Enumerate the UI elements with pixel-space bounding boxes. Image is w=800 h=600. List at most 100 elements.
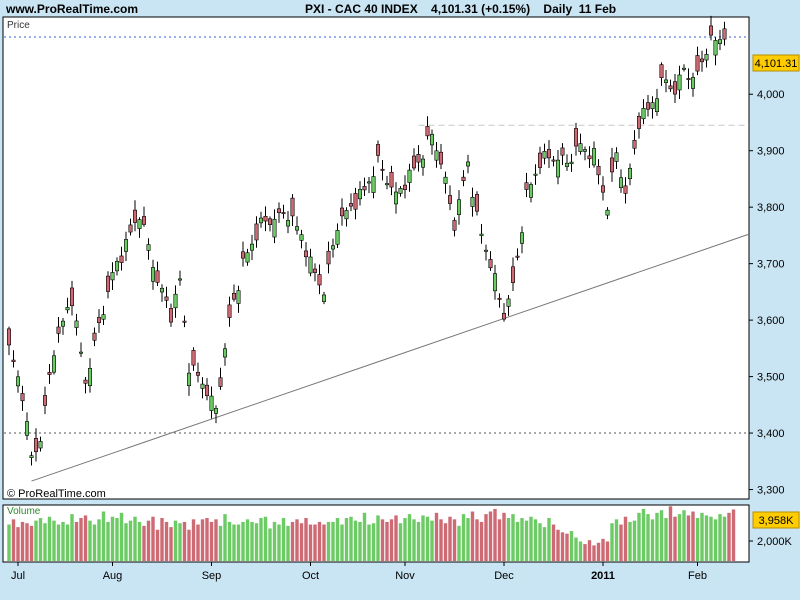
- price-tick-label: 3,900: [757, 146, 785, 158]
- candle-body: [110, 272, 115, 281]
- candle-body: [578, 143, 583, 152]
- candle: [92, 327, 97, 347]
- volume-bar: [295, 519, 299, 561]
- volume-bar: [106, 521, 110, 561]
- volume-bar: [691, 511, 695, 561]
- volume-bar: [29, 525, 34, 561]
- candle: [169, 303, 174, 327]
- candle: [205, 378, 210, 401]
- candle: [713, 37, 718, 66]
- volume-bar: [119, 512, 124, 561]
- site-url[interactable]: www.ProRealTime.com: [6, 2, 139, 16]
- candle-body: [560, 147, 565, 156]
- candle-body: [429, 133, 434, 146]
- candle-body: [402, 184, 407, 190]
- candle-body: [263, 215, 268, 222]
- volume-bar: [25, 523, 29, 561]
- candle-body: [348, 203, 353, 207]
- candle-body: [258, 217, 263, 224]
- candle-body: [627, 167, 632, 180]
- candle: [344, 207, 349, 227]
- candle-body: [209, 395, 214, 411]
- candle-body: [133, 209, 138, 223]
- candle-body: [182, 320, 187, 323]
- candle: [479, 224, 484, 244]
- price-tick-label: 3,700: [757, 259, 785, 271]
- candle: [515, 248, 520, 261]
- candle: [452, 217, 457, 237]
- candle: [519, 226, 524, 254]
- candle: [560, 143, 565, 166]
- date-axis: Jul Aug Sep Oct Nov Dec 2011 Feb: [11, 562, 707, 582]
- date-tick-label: Dec: [494, 570, 514, 582]
- candle: [97, 309, 102, 333]
- candle: [438, 143, 443, 170]
- candlestick-series: [7, 15, 727, 466]
- last-volume-box: [752, 511, 800, 529]
- candle: [591, 141, 596, 168]
- candle: [551, 155, 556, 167]
- volume-bar: [502, 512, 506, 561]
- candle-body: [416, 154, 421, 163]
- candle: [250, 234, 255, 261]
- candle-body: [654, 98, 659, 113]
- candle-body: [537, 152, 542, 168]
- volume-bar: [232, 524, 236, 561]
- candle: [196, 362, 201, 383]
- candle-body: [15, 376, 20, 387]
- candle: [488, 251, 493, 271]
- candle-body: [614, 152, 619, 162]
- volume-bar: [479, 521, 484, 561]
- price-panel-label: Price: [7, 20, 30, 31]
- volume-bar: [142, 525, 146, 561]
- candle: [173, 285, 178, 318]
- candle-body: [362, 186, 367, 191]
- volume-bar: [596, 542, 601, 561]
- volume-bar: [614, 519, 619, 561]
- candle: [398, 186, 403, 197]
- volume-panel-label: Volume: [7, 506, 41, 517]
- date-tick-label: Nov: [395, 570, 415, 582]
- volume-bar: [385, 521, 389, 561]
- candle-body: [380, 168, 385, 171]
- candle-body: [695, 55, 700, 72]
- candle-body: [618, 177, 623, 188]
- candle-body: [254, 223, 259, 241]
- candle-body: [294, 226, 299, 231]
- price-tick-label: 3,500: [757, 372, 785, 384]
- candle-body: [438, 151, 443, 165]
- candle-body: [106, 275, 111, 292]
- candle: [281, 204, 286, 219]
- date-tick-label: Sep: [202, 570, 222, 582]
- volume-bar: [700, 512, 704, 561]
- date-tick-label: Aug: [103, 570, 123, 582]
- volume-bar: [313, 524, 317, 561]
- volume-bar: [182, 521, 187, 561]
- volume-bar: [664, 518, 668, 561]
- candle: [371, 166, 376, 199]
- candle-body: [344, 210, 349, 220]
- volume-bar: [272, 521, 277, 561]
- date-tick-label: Oct: [302, 570, 319, 582]
- volume-bar: [394, 515, 398, 561]
- candle: [492, 264, 497, 300]
- volume-tick-label: 2,000K: [757, 536, 793, 548]
- candle-body: [83, 379, 88, 384]
- volume-bar: [362, 512, 367, 561]
- volume-series: [7, 506, 736, 561]
- candle: [70, 280, 75, 316]
- candle: [501, 303, 506, 322]
- volume-bar: [551, 524, 556, 561]
- candle-body: [321, 294, 326, 302]
- candle: [425, 116, 430, 140]
- candle-body: [389, 171, 394, 188]
- volume-bar: [443, 523, 448, 561]
- candle: [470, 187, 475, 217]
- volume-bar: [718, 514, 722, 561]
- volume-bar: [709, 516, 713, 561]
- candle-body: [686, 78, 691, 81]
- candle-body: [623, 185, 628, 194]
- candle-body: [497, 297, 502, 300]
- candle-body: [650, 102, 655, 109]
